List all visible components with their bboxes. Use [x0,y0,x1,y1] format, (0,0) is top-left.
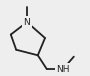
Text: N: N [24,18,30,27]
Text: NH: NH [56,65,70,74]
